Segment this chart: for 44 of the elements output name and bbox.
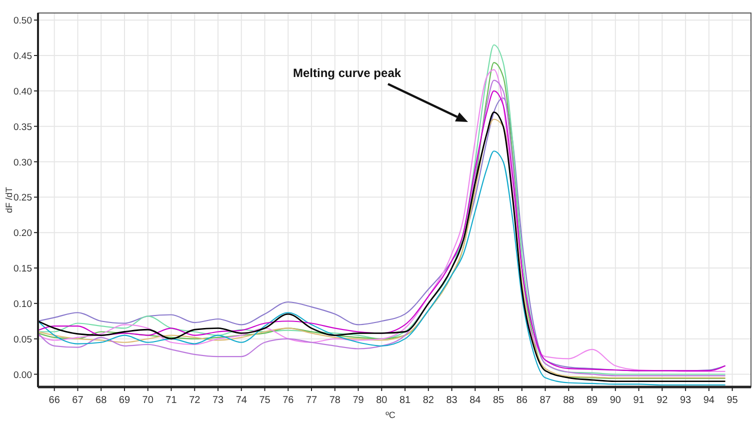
- x-tick-label: 89: [586, 395, 598, 406]
- x-tick-label: 77: [306, 395, 318, 406]
- x-tick-label: 72: [189, 395, 201, 406]
- x-tick-label: 93: [680, 395, 692, 406]
- x-tick-label: 70: [142, 395, 154, 406]
- y-tick-label: 0.50: [14, 16, 32, 27]
- x-tick-label: 87: [540, 395, 552, 406]
- y-tick-label: 0.30: [14, 157, 32, 168]
- x-tick-label: 71: [166, 395, 178, 406]
- y-tick-label: 0.40: [14, 86, 32, 98]
- x-axis-title: ºC: [386, 410, 396, 420]
- x-tick-label: 74: [236, 395, 248, 406]
- x-tick-label: 82: [422, 395, 434, 406]
- y-tick-label: 0.25: [14, 192, 32, 204]
- x-tick-label: 69: [118, 395, 130, 406]
- x-tick-label: 91: [633, 395, 645, 406]
- y-axis-title: dF /dT: [4, 186, 14, 214]
- y-tick-label: 0.20: [14, 228, 32, 240]
- annotation: Melting curve peak: [293, 66, 402, 80]
- y-tick-label: 0.15: [14, 264, 32, 274]
- x-tick-label: 66: [48, 395, 60, 406]
- y-tick-label: 0.45: [14, 51, 32, 62]
- x-tick-label: 92: [656, 395, 668, 406]
- x-tick-label: 90: [610, 395, 622, 406]
- x-tick-label: 85: [492, 395, 505, 406]
- x-tick-label: 78: [329, 395, 341, 406]
- x-tick-label: 80: [376, 395, 388, 406]
- x-tick-label: 75: [259, 395, 271, 406]
- x-tick-label: 94: [703, 395, 715, 406]
- y-tick-label: 0.35: [14, 122, 32, 133]
- x-tick-label: 86: [516, 395, 528, 406]
- y-tick-label: 0.05: [14, 334, 32, 346]
- y-tick-label: 0.10: [14, 298, 32, 310]
- x-tick-label: 73: [212, 395, 224, 406]
- x-tick-label: 76: [282, 395, 294, 406]
- x-tick-label: 67: [72, 395, 84, 406]
- y-tick-label: 0.00: [14, 370, 32, 381]
- x-tick-label: 88: [563, 395, 575, 406]
- x-tick-label: 95: [726, 395, 738, 406]
- x-tick-label: 83: [446, 395, 458, 406]
- x-tick-label: 68: [96, 395, 108, 406]
- x-tick-label: 84: [470, 395, 482, 406]
- x-tick-label: 81: [399, 395, 412, 406]
- x-tick-label: 79: [352, 395, 364, 406]
